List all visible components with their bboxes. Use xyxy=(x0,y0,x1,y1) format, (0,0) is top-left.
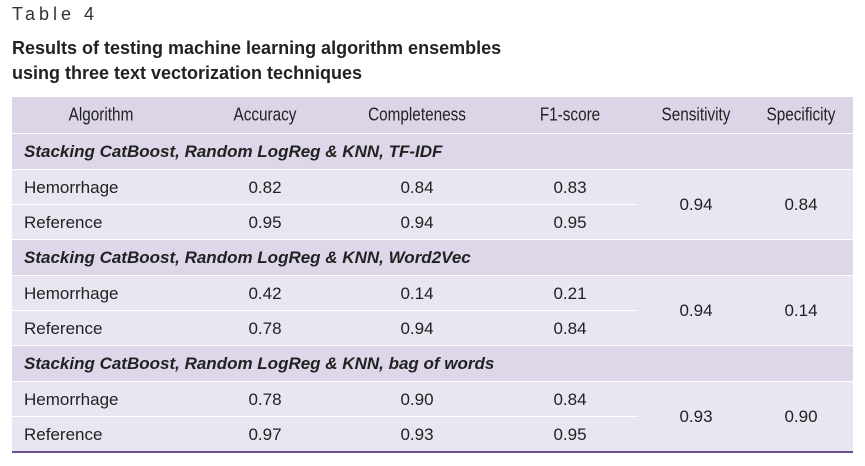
group-title: Stacking CatBoost, Random LogReg & KNN, … xyxy=(24,142,443,161)
cell-value: 0.83 xyxy=(553,178,587,197)
sensitivity-value: 0.93 xyxy=(679,407,713,426)
data-row xyxy=(12,204,638,240)
data-row xyxy=(12,310,638,346)
column-header: Algorithm xyxy=(68,104,134,125)
specificity-value: 0.14 xyxy=(784,301,818,320)
cell-value: 0.95 xyxy=(248,213,282,232)
cell-value: 0.14 xyxy=(400,284,434,303)
cell-value: 0.78 xyxy=(248,319,282,338)
column-header: Accuracy xyxy=(233,104,297,125)
cell-value: 0.94 xyxy=(400,213,434,232)
cell-value: 0.42 xyxy=(248,284,282,303)
cell-value: 0.93 xyxy=(400,425,434,444)
cell-value: 0.21 xyxy=(553,284,587,303)
data-row xyxy=(12,275,638,311)
column-header: Completeness xyxy=(368,104,466,125)
cell-value: 0.78 xyxy=(248,390,282,409)
cell-value: 0.84 xyxy=(400,178,434,197)
table-title: using three text vectorization technique… xyxy=(12,63,363,83)
data-row xyxy=(12,416,638,452)
column-header: F1-score xyxy=(539,104,601,125)
group-title: Stacking CatBoost, Random LogReg & KNN, … xyxy=(24,354,495,373)
table: Algorithm Accuracy Completeness F1-score Sen… xyxy=(12,97,853,453)
row-label: Reference xyxy=(24,425,103,444)
row-label: Reference xyxy=(24,319,103,338)
row-label: Hemorrhage xyxy=(24,178,119,197)
column-header: Specificity xyxy=(766,104,836,125)
row-label: Hemorrhage xyxy=(24,390,119,409)
row-label: Hemorrhage xyxy=(24,284,119,303)
cell-value: 0.90 xyxy=(400,390,434,409)
group-row xyxy=(12,345,853,382)
row-label: Reference xyxy=(24,213,103,232)
specificity-value: 0.90 xyxy=(784,407,818,426)
data-row xyxy=(12,381,638,417)
cell-value: 0.95 xyxy=(553,425,587,444)
cell-value: 0.84 xyxy=(553,390,587,409)
sensitivity-value: 0.94 xyxy=(679,195,713,214)
merged-cell xyxy=(638,169,853,240)
cell-value: 0.94 xyxy=(400,319,434,338)
header-row xyxy=(12,97,853,133)
column-header: Sensitivity xyxy=(661,104,731,125)
sensitivity-value: 0.94 xyxy=(679,301,713,320)
merged-cell xyxy=(638,381,853,452)
table-label: Table 4 xyxy=(12,4,99,24)
cell-value: 0.97 xyxy=(248,425,282,444)
group-row xyxy=(12,133,853,170)
cell-value: 0.95 xyxy=(553,213,587,232)
cell-value: 0.84 xyxy=(553,319,587,338)
table-title: Results of testing machine learning algo… xyxy=(12,38,502,58)
data-row xyxy=(12,169,638,205)
merged-cell xyxy=(638,275,853,346)
specificity-value: 0.84 xyxy=(784,195,818,214)
group-row xyxy=(12,239,853,276)
group-title: Stacking CatBoost, Random LogReg & KNN, … xyxy=(24,248,471,267)
cell-value: 0.82 xyxy=(248,178,282,197)
